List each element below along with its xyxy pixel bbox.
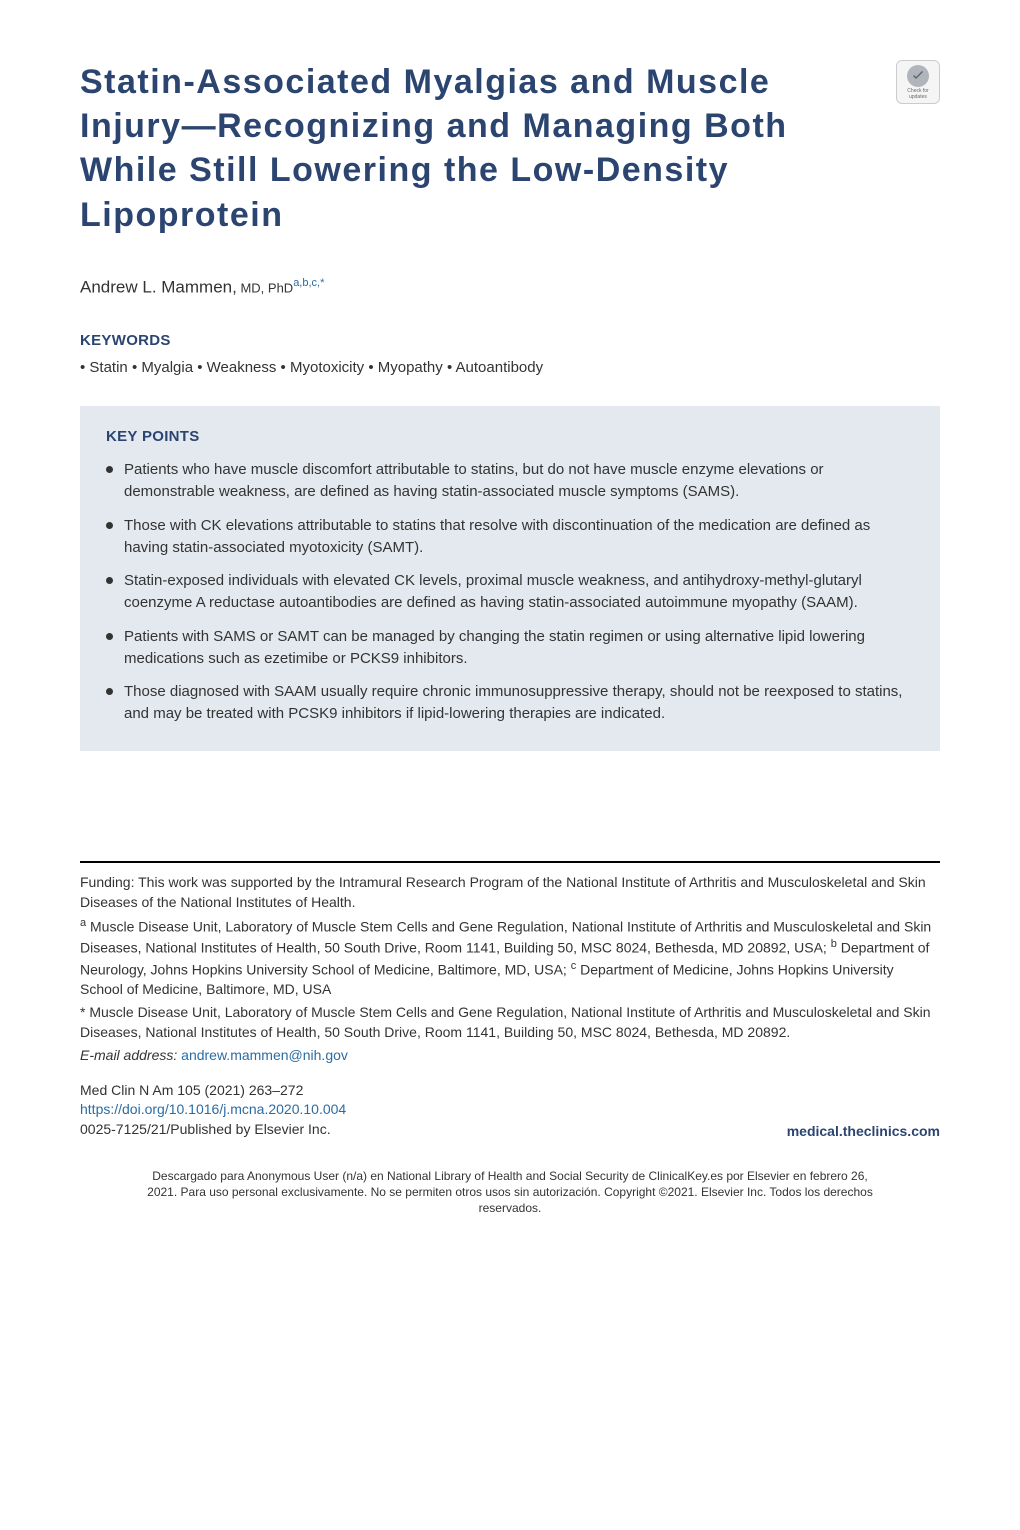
affiliations-block: a Muscle Disease Unit, Laboratory of Mus… (80, 916, 940, 999)
keypoints-heading: KEY POINTS (106, 428, 914, 445)
keywords-heading: KEYWORDS (80, 332, 940, 349)
author-affil-markers: a,b,c,* (293, 277, 324, 289)
article-title: Statin-Associated Myalgias and Muscle In… (80, 60, 940, 237)
email-label: E-mail address: (80, 1047, 181, 1063)
correspondence-text: * Muscle Disease Unit, Laboratory of Mus… (80, 1003, 940, 1042)
check-badge-text: Check forupdates (907, 89, 928, 100)
keypoint-item: Patients who have muscle discomfort attr… (106, 459, 914, 503)
keywords-section: KEYWORDS • Statin • Myalgia • Weakness •… (80, 332, 940, 376)
journal-site[interactable]: medical.theclinics.com (787, 1123, 940, 1139)
footnote-divider (80, 861, 940, 863)
keypoints-box: KEY POINTS Patients who have muscle disc… (80, 406, 940, 751)
copyright-text: 0025-7125/21/Published by Elsevier Inc. (80, 1120, 346, 1140)
keypoint-item: Those diagnosed with SAAM usually requir… (106, 681, 914, 725)
doi-link[interactable]: https://doi.org/10.1016/j.mcna.2020.10.0… (80, 1101, 346, 1117)
keypoint-item: Those with CK elevations attributable to… (106, 515, 914, 559)
keypoints-list: Patients who have muscle discomfort attr… (106, 459, 914, 725)
download-notice: Descargado para Anonymous User (n/a) en … (80, 1169, 940, 1216)
keypoint-item: Statin-exposed individuals with elevated… (106, 570, 914, 614)
crossmark-icon (906, 64, 930, 88)
footer-left: Med Clin N Am 105 (2021) 263–272 https:/… (80, 1081, 346, 1140)
title-block: Statin-Associated Myalgias and Muscle In… (80, 60, 940, 237)
email-line: E-mail address: andrew.mammen@nih.gov (80, 1047, 940, 1063)
check-for-updates-badge[interactable]: Check forupdates (896, 60, 940, 104)
affil-text-a: Muscle Disease Unit, Laboratory of Muscl… (80, 919, 931, 956)
keypoint-item: Patients with SAMS or SAMT can be manage… (106, 626, 914, 670)
funding-text: Funding: This work was supported by the … (80, 873, 940, 912)
citation-text: Med Clin N Am 105 (2021) 263–272 (80, 1081, 346, 1101)
author-degree: MD, PhD (237, 280, 293, 295)
author-line: Andrew L. Mammen, MD, PhDa,b,c,* (80, 277, 940, 298)
keywords-text: • Statin • Myalgia • Weakness • Myotoxic… (80, 359, 940, 376)
email-address[interactable]: andrew.mammen@nih.gov (181, 1047, 348, 1063)
footer-meta: Med Clin N Am 105 (2021) 263–272 https:/… (80, 1081, 940, 1140)
author-name: Andrew L. Mammen, (80, 277, 237, 296)
